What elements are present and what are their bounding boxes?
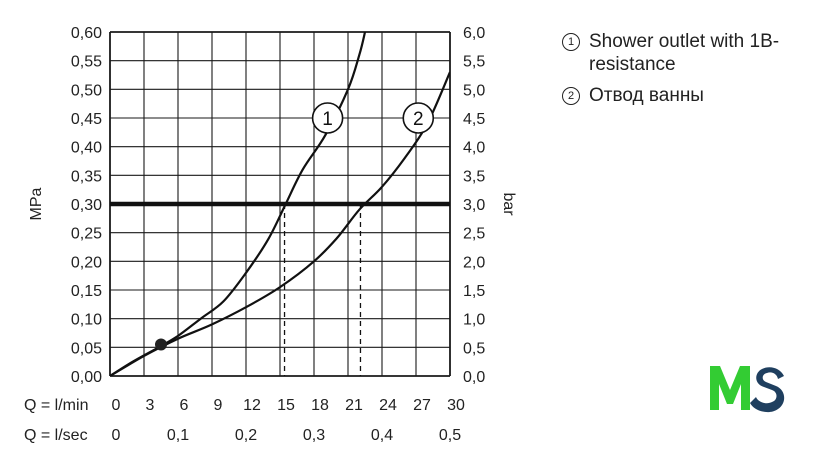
x-secondary-tick-label: 0,1 [167, 427, 189, 444]
x-primary-tick-label: 21 [345, 397, 363, 414]
y-right-axis-unit: bar [500, 192, 517, 216]
point-marker [155, 338, 167, 351]
x-secondary-tick-label: 0,4 [371, 427, 393, 444]
y-right-tick-label: 4,0 [463, 140, 485, 157]
x-secondary-tick-label: 0 [112, 427, 121, 444]
x-primary-tick-label: 30 [447, 397, 465, 414]
x-primary-tick-label: 18 [311, 397, 329, 414]
legend-item-1: 1 Shower outlet with 1B-resistance [562, 30, 832, 76]
y-left-tick-label: 0,10 [71, 312, 102, 329]
y-right-tick-label: 0,5 [463, 340, 485, 357]
series-marker-label-2: 2 [413, 109, 424, 130]
y-left-tick-label: 0,30 [71, 197, 102, 214]
reference-line-group [110, 201, 450, 376]
y-left-tick-label: 0,00 [71, 369, 102, 386]
x-primary-axis-label: Q = l/min [24, 397, 88, 414]
y-left-tick-label: 0,15 [71, 283, 102, 300]
y-right-tick-label: 2,5 [463, 226, 485, 243]
y-right-tick-label: 6,0 [463, 25, 485, 42]
y-left-tick-label: 0,35 [71, 168, 102, 185]
y-left-tick-label: 0,60 [71, 25, 102, 42]
x-primary-tick-label: 6 [180, 397, 189, 414]
x-secondary-axis-label: Q = l/sec [24, 427, 88, 444]
y-left-tick-label: 0,55 [71, 54, 102, 71]
y-right-tick-label: 3,5 [463, 168, 485, 185]
y-left-tick-label: 0,45 [71, 111, 102, 128]
logo-letter-s [750, 367, 785, 413]
series-marker-1 [311, 102, 344, 134]
x-primary-tick-label: 3 [146, 397, 155, 414]
x-primary-tick-label: 24 [379, 397, 397, 414]
x-primary-tick-label: 27 [413, 397, 431, 414]
series-marker-2 [402, 102, 435, 134]
legend-item-2: 2 Отвод ванны [562, 84, 832, 107]
y-left-tick-label: 0,50 [71, 82, 102, 99]
series-marker-label-1: 1 [322, 109, 333, 130]
y-left-axis-unit: MPa [28, 187, 45, 220]
legend-marker-1: 1 [562, 33, 580, 51]
legend: 1 Shower outlet with 1B-resistance 2 Отв… [562, 30, 832, 115]
y-right-tick-label: 5,0 [463, 82, 485, 99]
y-right-tick-label: 4,5 [463, 111, 485, 128]
y-right-tick-label: 0,0 [463, 369, 485, 386]
x-secondary-tick-label: 0,2 [235, 427, 257, 444]
legend-label-2: Отвод ванны [589, 85, 704, 106]
logo-letter-m [710, 366, 750, 410]
y-right-tick-label: 5,5 [463, 54, 485, 71]
y-right-tick-label: 3,0 [463, 197, 485, 214]
x-secondary-tick-label: 0,5 [439, 427, 461, 444]
y-right-tick-label: 1,0 [463, 312, 485, 329]
x-primary-tick-label: 9 [214, 397, 223, 414]
y-left-tick-label: 0,40 [71, 140, 102, 157]
y-left-tick-label: 0,05 [71, 340, 102, 357]
legend-label-1: Shower outlet with 1B-resistance [589, 31, 780, 75]
x-primary-tick-label: 15 [277, 397, 295, 414]
axis-labels: 0,000,050,100,150,200,250,300,350,400,45… [24, 25, 517, 444]
series-line-2 [110, 71, 450, 376]
brand-logo [710, 366, 785, 413]
y-right-tick-label: 1,5 [463, 283, 485, 300]
y-left-tick-label: 0,25 [71, 226, 102, 243]
legend-marker-2: 2 [562, 87, 580, 105]
y-right-tick-label: 2,0 [463, 254, 485, 271]
x-primary-tick-label: 12 [243, 397, 261, 414]
y-left-tick-label: 0,20 [71, 254, 102, 271]
x-primary-tick-label: 0 [112, 397, 121, 414]
x-secondary-tick-label: 0,3 [303, 427, 325, 444]
